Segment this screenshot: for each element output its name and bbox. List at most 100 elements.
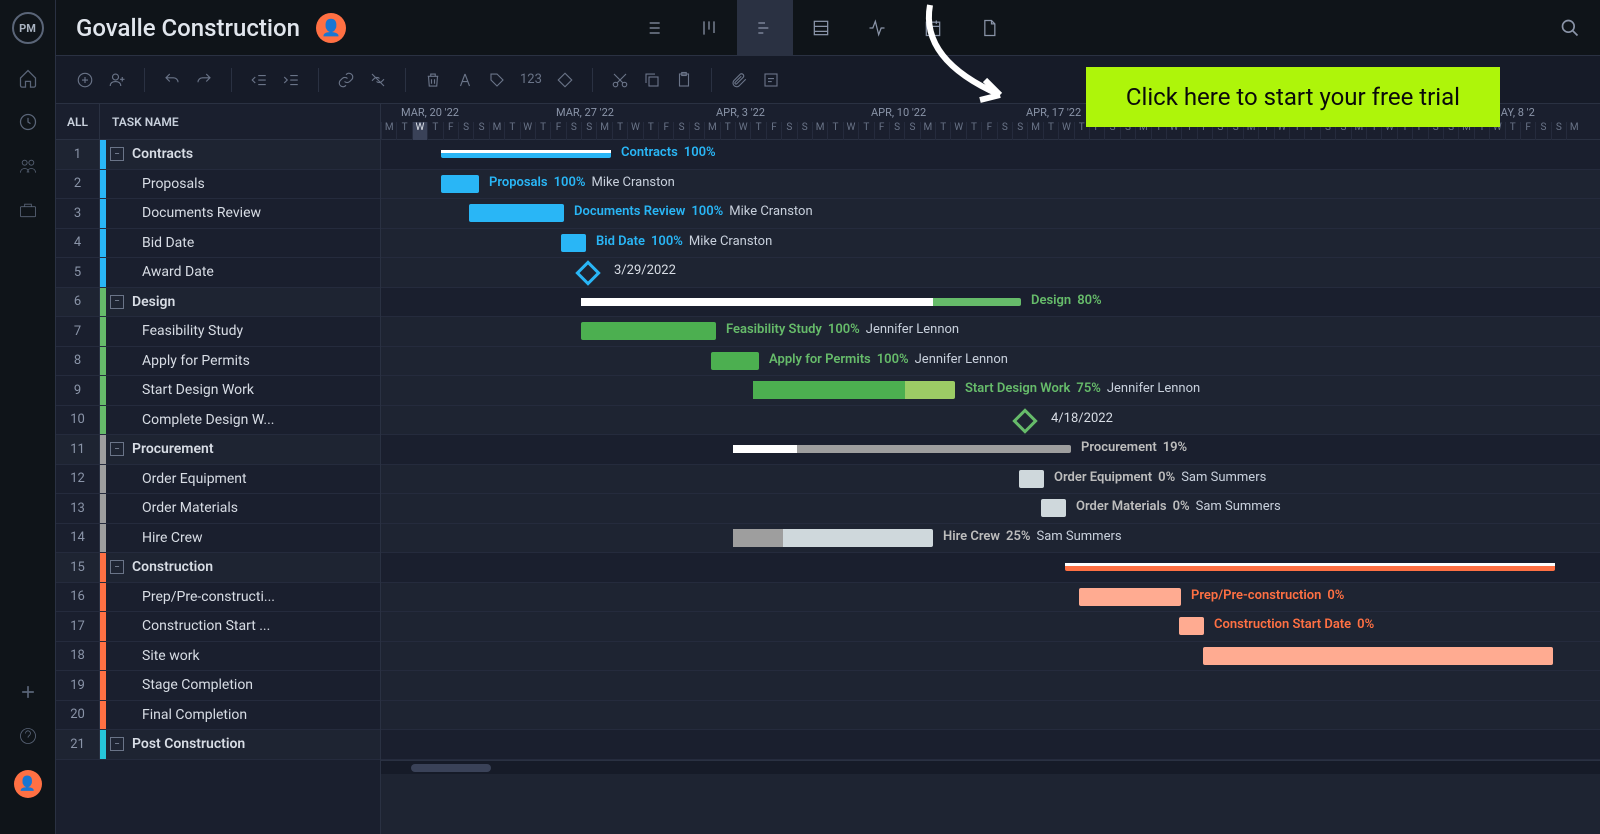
cta-banner[interactable]: Click here to start your free trial [1086,67,1500,127]
task-row[interactable]: 16Prep/Pre-constructi... [56,583,380,613]
team-icon[interactable] [18,156,38,176]
gantt-row: Documents Review100%Mike Cranston [381,199,1600,229]
gantt-bar[interactable] [1179,617,1204,635]
gantt-bar[interactable] [1065,563,1555,571]
gantt-bar[interactable] [1041,499,1066,517]
task-row[interactable]: 3Documents Review [56,199,380,229]
view-activity[interactable] [849,0,905,56]
collapse-toggle[interactable]: − [110,560,124,574]
redo-icon[interactable] [195,71,213,89]
day-label: M [489,122,504,140]
task-row[interactable]: 19Stage Completion [56,671,380,701]
clock-icon[interactable] [18,112,38,132]
task-row[interactable]: 18Site work [56,642,380,672]
day-label: T [858,122,873,140]
gantt-bar[interactable] [1079,588,1181,606]
help-icon[interactable] [18,726,38,746]
task-row[interactable]: 4Bid Date [56,229,380,259]
task-row[interactable]: 6−Design [56,288,380,318]
home-icon[interactable] [18,68,38,88]
tag-icon[interactable] [488,71,506,89]
copy-icon[interactable] [643,71,661,89]
gantt-bar[interactable] [753,381,955,399]
link-icon[interactable] [337,71,355,89]
logo[interactable]: PM [12,12,44,44]
task-row[interactable]: 1−Contracts [56,140,380,170]
gantt-bar[interactable] [581,298,1021,306]
task-row[interactable]: 9Start Design Work [56,376,380,406]
gantt-bar[interactable] [441,150,611,158]
gantt-row: Prep/Pre-construction0% [381,583,1600,613]
search-icon[interactable] [1560,18,1580,38]
briefcase-icon[interactable] [18,200,38,220]
note-icon[interactable] [762,71,780,89]
number-tool[interactable]: 123 [520,72,542,87]
gantt-bar[interactable] [733,529,933,547]
collapse-toggle[interactable]: − [110,442,124,456]
task-row[interactable]: 10Complete Design W... [56,406,380,436]
view-board[interactable] [681,0,737,56]
gantt-bar[interactable] [441,175,479,193]
day-label: S [581,122,596,140]
gantt-bar[interactable] [711,352,759,370]
view-list[interactable] [625,0,681,56]
day-label: S [797,122,812,140]
view-gantt[interactable] [737,0,793,56]
project-avatar[interactable]: 👤 [316,13,346,43]
bar-label: Apply for Permits100%Jennifer Lennon [769,352,1008,367]
day-label: T [612,122,627,140]
day-label: S [1012,122,1027,140]
undo-icon[interactable] [163,71,181,89]
day-label: W [950,122,965,140]
task-header-name[interactable]: TASK NAME [100,104,380,139]
add-circle-icon[interactable] [76,71,94,89]
outdent-icon[interactable] [250,71,268,89]
gantt-bar[interactable] [733,445,1071,453]
day-label: M [920,122,935,140]
paste-icon[interactable] [675,71,693,89]
gantt-row [381,671,1600,701]
milestone-icon[interactable] [575,260,600,285]
task-row[interactable]: 14Hire Crew [56,524,380,554]
delete-icon[interactable] [424,71,442,89]
gantt-scrollbar[interactable] [381,760,1600,774]
day-label: M [381,122,396,140]
attach-icon[interactable] [730,71,748,89]
collapse-toggle[interactable]: − [110,295,124,309]
task-row[interactable]: 21−Post Construction [56,730,380,760]
unlink-icon[interactable] [369,71,387,89]
task-header-all[interactable]: ALL [56,104,100,139]
gantt-row: Contracts100% [381,140,1600,170]
task-row[interactable]: 13Order Materials [56,494,380,524]
task-row[interactable]: 20Final Completion [56,701,380,731]
gantt-row: Apply for Permits100%Jennifer Lennon [381,347,1600,377]
task-number: 11 [56,435,100,464]
gantt-chart[interactable]: MAR, 20 '22MAR, 27 '22APR, 3 '22APR, 10 … [381,104,1600,834]
task-row[interactable]: 5Award Date [56,258,380,288]
gantt-bar[interactable] [469,204,564,222]
gantt-bar[interactable] [561,234,586,252]
add-person-icon[interactable] [108,71,126,89]
collapse-toggle[interactable]: − [110,147,124,161]
plus-icon[interactable] [18,682,38,702]
task-row[interactable]: 8Apply for Permits [56,347,380,377]
gantt-bar[interactable] [581,322,716,340]
diamond-icon[interactable] [556,71,574,89]
task-row[interactable]: 7Feasibility Study [56,317,380,347]
task-row[interactable]: 15−Construction [56,553,380,583]
gantt-row: Feasibility Study100%Jennifer Lennon [381,317,1600,347]
task-row[interactable]: 2Proposals [56,170,380,200]
user-avatar[interactable]: 👤 [14,770,42,798]
task-row[interactable]: 17Construction Start ... [56,612,380,642]
gantt-bar[interactable] [1203,647,1553,665]
task-row[interactable]: 12Order Equipment [56,465,380,495]
milestone-icon[interactable] [1012,408,1037,433]
collapse-toggle[interactable]: − [110,737,124,751]
text-icon[interactable] [456,71,474,89]
indent-icon[interactable] [282,71,300,89]
gantt-bar[interactable] [1019,470,1044,488]
task-row[interactable]: 11−Procurement [56,435,380,465]
day-label: S [1535,122,1550,140]
view-sheet[interactable] [793,0,849,56]
cut-icon[interactable] [611,71,629,89]
